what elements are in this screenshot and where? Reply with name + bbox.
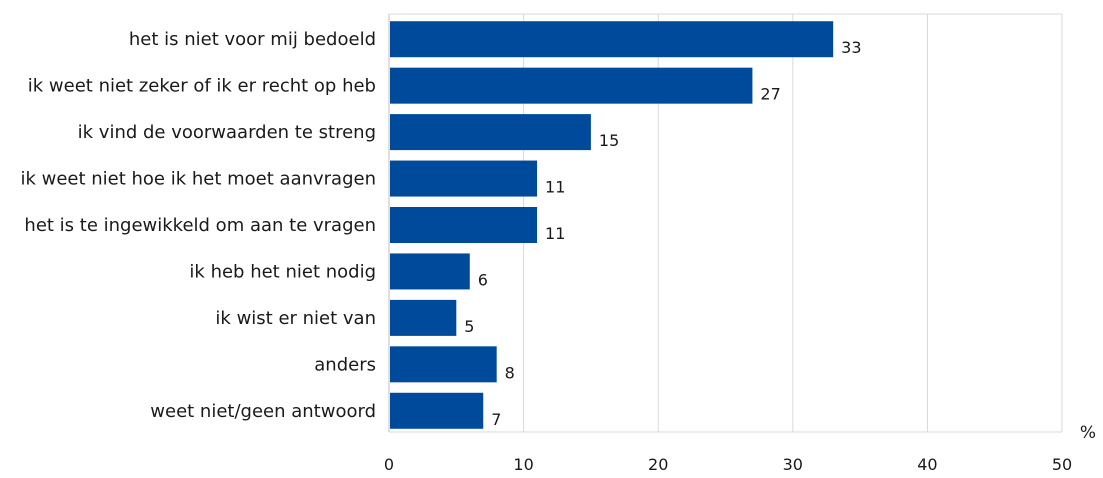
category-label-5: ik heb het niet nodig [189,261,376,282]
category-label-3: ik weet niet hoe ik het moet aanvragen [20,169,376,190]
x-tick-label-30: 30 [783,455,803,474]
bar-6 [390,299,457,336]
bar-8 [390,392,484,429]
value-label-0: 33 [841,38,861,57]
x-tick-label-50: 50 [1052,455,1072,474]
x-axis-unit-label: % [1080,423,1096,443]
bar-5 [390,253,470,290]
bar-4 [390,207,538,243]
category-label-2: ik vind de voorwaarden te streng [78,122,376,143]
x-tick-label-40: 40 [917,455,937,474]
category-labels: het is niet voor mij bedoeld ik weet niet… [20,29,376,422]
category-label-4: het is te ingewikkeld om aan te vragen [24,215,376,236]
value-label-3: 11 [545,178,565,197]
value-label-6: 5 [464,317,474,336]
bar-3 [390,160,538,197]
value-label-2: 15 [599,131,619,150]
bar-7 [390,346,497,383]
x-tick-label-0: 0 [384,455,394,474]
value-label-8: 7 [491,410,501,429]
category-label-7: anders [314,354,376,375]
bars [390,21,834,429]
x-tick-label-10: 10 [513,455,533,474]
value-label-1: 27 [760,85,780,104]
bar-0 [390,21,834,58]
x-axis-ticks: 0 10 20 30 40 50 [384,455,1072,474]
value-label-5: 6 [478,270,488,289]
value-label-7: 8 [505,363,515,382]
bar-2 [390,114,591,151]
category-label-0: het is niet voor mij bedoeld [129,29,376,50]
category-label-1: ik weet niet zeker of ik er recht op heb [28,76,376,97]
bar-1 [390,67,753,104]
value-labels: 33 27 15 11 11 6 5 8 7 [464,38,861,429]
category-label-8: weet niet/geen antwoord [150,401,376,422]
category-label-6: ik wist er niet van [215,308,376,329]
x-tick-label-20: 20 [648,455,668,474]
value-label-4: 11 [545,224,565,243]
